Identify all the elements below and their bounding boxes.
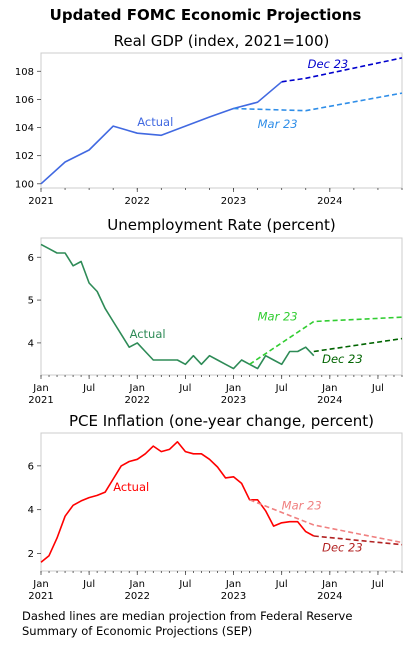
inflation-series-actual <box>40 440 315 563</box>
unemployment-x-tick-label: Jul <box>275 383 288 394</box>
inflation-series-dec-23 <box>313 535 403 546</box>
inflation-x-tick-label: 2021 <box>28 591 53 602</box>
inflation-chart-title: PCE Inflation (one-year change, percent) <box>69 412 374 430</box>
inflation-x-tick-label: 2022 <box>125 591 150 602</box>
unemployment-x-tick-label: Jul <box>371 383 384 394</box>
unemployment-y-tick-label: 5 <box>28 296 34 307</box>
inflation-y-tick-label: 6 <box>28 461 34 472</box>
gdp-chart: Real GDP (index, 2021=100) 2021 2022 2023 20… <box>15 32 403 207</box>
inflation-y-tick-label: 4 <box>28 505 34 516</box>
inflation-x-tick-label: Jul <box>371 579 384 590</box>
gdp-series-actual <box>40 81 283 185</box>
inflation-x-tick-label: 2024 <box>317 591 342 602</box>
unemployment-y-tick-label: 4 <box>28 338 34 349</box>
unemployment-y-tick-label: 6 <box>28 253 34 264</box>
gdp-label-mar-23: Mar 23 <box>258 117 298 131</box>
unemployment-series-dec-23 <box>313 337 403 353</box>
figure-footnote: Dashed lines are median projection from … <box>22 609 353 638</box>
figure-title: Updated FOMC Economic Projections <box>49 6 362 24</box>
unemployment-x-tick-label: 2022 <box>125 395 150 406</box>
inflation-x-tick-label: Jan <box>321 579 337 590</box>
inflation-plot-area <box>40 432 403 572</box>
inflation-x-tick-label: Jul <box>82 579 95 590</box>
inflation-label-dec-23: Dec 23 <box>322 540 363 554</box>
gdp-y-tick-label: 106 <box>15 95 34 106</box>
gdp-plot-area <box>40 52 403 189</box>
unemployment-series-mar-23 <box>249 316 403 365</box>
unemployment-plot-area <box>40 237 403 376</box>
gdp-y-tick-label: 108 <box>15 67 34 78</box>
gdp-y-tick-label: 104 <box>15 123 34 134</box>
unemployment-x-tick-label: Jul <box>178 383 191 394</box>
gdp-x-tick-label: 2023 <box>221 196 246 207</box>
unemployment-label-dec-23: Dec 23 <box>322 352 363 366</box>
gdp-y-tick-label: 100 <box>15 179 34 190</box>
gdp-chart-title: Real GDP (index, 2021=100) <box>114 32 330 50</box>
gdp-series-mar-23 <box>233 92 403 112</box>
unemployment-x-tick-label: Jan <box>129 383 145 394</box>
gdp-label-dec-23: Dec 23 <box>308 57 349 71</box>
inflation-x-tick-label: Jan <box>32 579 48 590</box>
unemployment-series-actual <box>40 243 315 370</box>
gdp-x-tick-label: 2024 <box>317 196 342 207</box>
inflation-x-tick-label: Jul <box>275 579 288 590</box>
inflation-label-actual: Actual <box>113 480 149 494</box>
gdp-y-tick-label: 102 <box>15 151 34 162</box>
inflation-x-tick-label: Jan <box>129 579 145 590</box>
inflation-x-tick-label: Jul <box>178 579 191 590</box>
inflation-label-mar-23: Mar 23 <box>282 499 322 513</box>
unemployment-x-tick-label: 2023 <box>221 395 246 406</box>
inflation-series-mar-23 <box>249 499 403 544</box>
unemployment-label-mar-23: Mar 23 <box>258 310 298 324</box>
inflation-y-tick-label: 2 <box>28 549 34 560</box>
gdp-series-dec-23 <box>281 57 403 83</box>
gdp-x-tick-label: 2021 <box>28 196 53 207</box>
inflation-x-tick-label: 2023 <box>221 591 246 602</box>
unemployment-x-tick-label: Jul <box>82 383 95 394</box>
unemployment-label-actual: Actual <box>130 327 166 341</box>
inflation-chart: PCE Inflation (one-year change, percent)… <box>28 412 403 602</box>
unemployment-x-tick-label: Jan <box>225 383 241 394</box>
gdp-label-actual: Actual <box>137 115 173 129</box>
unemployment-x-tick-label: Jan <box>321 383 337 394</box>
unemployment-x-tick-label: 2024 <box>317 395 342 406</box>
unemployment-x-tick-label: 2021 <box>28 395 53 406</box>
unemployment-x-tick-label: Jan <box>32 383 48 394</box>
inflation-x-tick-label: Jan <box>225 579 241 590</box>
gdp-x-tick-label: 2022 <box>125 196 150 207</box>
unemployment-chart-title: Unemployment Rate (percent) <box>107 216 335 234</box>
